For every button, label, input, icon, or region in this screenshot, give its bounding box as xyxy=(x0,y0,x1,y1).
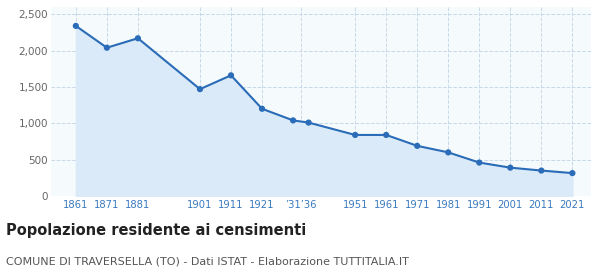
Point xyxy=(288,118,298,123)
Point xyxy=(382,133,391,137)
Point xyxy=(443,150,453,155)
Point xyxy=(195,87,205,91)
Point xyxy=(102,45,112,50)
Point xyxy=(350,133,360,137)
Point xyxy=(226,73,236,78)
Point xyxy=(257,106,267,111)
Point xyxy=(304,120,313,125)
Point xyxy=(133,36,143,41)
Text: Popolazione residente ai censimenti: Popolazione residente ai censimenti xyxy=(6,223,306,238)
Point xyxy=(71,24,80,28)
Text: COMUNE DI TRAVERSELLA (TO) - Dati ISTAT - Elaborazione TUTTITALIA.IT: COMUNE DI TRAVERSELLA (TO) - Dati ISTAT … xyxy=(6,256,409,266)
Point xyxy=(568,171,577,175)
Point xyxy=(475,160,484,165)
Point xyxy=(506,165,515,170)
Point xyxy=(412,144,422,148)
Point xyxy=(536,168,546,173)
